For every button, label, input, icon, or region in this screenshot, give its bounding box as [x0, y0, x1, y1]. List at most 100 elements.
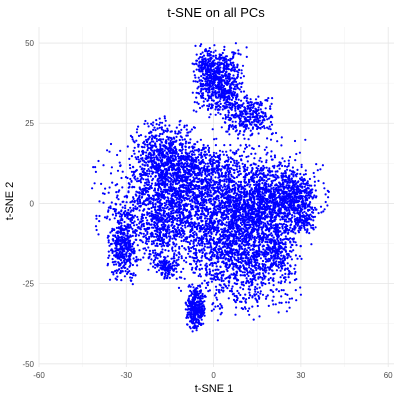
- scatter-point: [239, 213, 242, 217]
- scatter-point: [255, 166, 258, 169]
- scatter-point: [189, 195, 192, 198]
- scatter-point: [256, 287, 259, 290]
- scatter-point: [171, 148, 174, 152]
- scatter-point: [215, 137, 218, 140]
- scatter-point: [198, 184, 201, 187]
- scatter-point: [139, 134, 143, 137]
- scatter-point: [273, 154, 276, 157]
- scatter-point: [148, 185, 152, 188]
- scatter-point: [186, 134, 189, 137]
- scatter-point: [215, 233, 218, 236]
- scatter-point: [233, 171, 236, 174]
- scatter-point: [201, 155, 204, 158]
- scatter-point: [233, 180, 236, 183]
- scatter-point: [209, 154, 212, 157]
- scatter-point: [257, 213, 260, 216]
- scatter-point: [182, 186, 185, 189]
- scatter-point: [92, 166, 95, 169]
- scatter-point: [137, 218, 140, 221]
- scatter-point: [217, 197, 220, 200]
- scatter-point: [187, 131, 190, 134]
- scatter-point: [242, 176, 245, 179]
- scatter-point: [124, 210, 127, 213]
- scatter-point: [145, 221, 148, 225]
- scatter-point: [276, 175, 279, 178]
- scatter-point: [207, 173, 210, 176]
- scatter-point: [323, 187, 326, 190]
- scatter-point: [269, 170, 272, 173]
- scatter-point: [228, 196, 231, 199]
- scatter-point: [175, 135, 178, 138]
- scatter-point: [197, 274, 200, 278]
- scatter-point: [133, 152, 136, 155]
- scatter-point: [206, 181, 209, 184]
- scatter-point: [158, 123, 161, 126]
- scatter-point: [253, 198, 256, 201]
- scatter-point: [253, 183, 256, 186]
- scatter-point: [249, 178, 252, 181]
- scatter-point: [142, 178, 145, 181]
- scatter-point: [288, 281, 291, 284]
- scatter-point: [198, 209, 201, 212]
- scatter-point: [265, 166, 268, 169]
- scatter-point: [260, 250, 263, 253]
- scatter-point: [176, 171, 179, 174]
- scatter-point: [181, 180, 184, 183]
- scatter-point: [109, 205, 112, 208]
- scatter-point: [108, 150, 111, 153]
- scatter-point: [138, 198, 141, 201]
- scatter-point: [200, 212, 203, 216]
- scatter-point: [227, 183, 230, 186]
- scatter-point: [143, 252, 146, 255]
- scatter-point: [188, 169, 191, 172]
- scatter-point: [243, 185, 246, 188]
- scatter-point: [150, 210, 153, 213]
- scatter-point: [172, 212, 175, 215]
- scatter-point: [247, 274, 250, 278]
- scatter-point: [166, 129, 169, 132]
- scatter-point: [319, 205, 323, 208]
- scatter-point: [147, 125, 150, 128]
- scatter-point: [243, 271, 246, 274]
- scatter-point: [198, 230, 201, 233]
- scatter-point: [145, 158, 148, 161]
- scatter-point: [266, 151, 269, 154]
- scatter-point: [239, 144, 242, 147]
- scatter-point: [285, 310, 288, 313]
- scatter-point: [209, 197, 212, 201]
- scatter-point: [204, 214, 207, 217]
- scatter-point: [193, 233, 196, 236]
- scatter-point: [308, 202, 311, 206]
- scatter-point: [154, 182, 157, 185]
- scatter-point: [176, 182, 179, 185]
- scatter-point: [185, 160, 188, 163]
- scatter-point: [150, 182, 154, 185]
- scatter-point: [129, 167, 132, 170]
- scatter-point: [259, 292, 262, 295]
- scatter-point: [178, 200, 181, 203]
- scatter-point: [300, 163, 303, 166]
- scatter-point: [257, 164, 260, 168]
- scatter-point: [286, 165, 289, 168]
- scatter-point: [220, 196, 223, 199]
- scatter-point: [146, 122, 149, 125]
- scatter-point: [144, 143, 147, 146]
- scatter-point: [296, 168, 299, 171]
- scatter-point: [279, 207, 282, 210]
- scatter-point: [144, 188, 147, 192]
- scatter-point: [244, 143, 247, 146]
- scatter-point: [210, 248, 213, 251]
- scatter-point: [191, 199, 194, 202]
- scatter-point: [160, 188, 163, 191]
- scatter-point: [150, 138, 154, 141]
- scatter-point: [125, 201, 128, 204]
- scatter-point: [166, 182, 169, 186]
- scatter-point: [291, 214, 294, 217]
- scatter-point: [164, 144, 167, 148]
- scatter-point: [143, 146, 146, 149]
- scatter-point: [166, 160, 169, 163]
- scatter-point: [263, 148, 266, 151]
- scatter-point: [161, 206, 164, 209]
- scatter-point: [187, 222, 190, 225]
- scatter-point: [205, 201, 208, 204]
